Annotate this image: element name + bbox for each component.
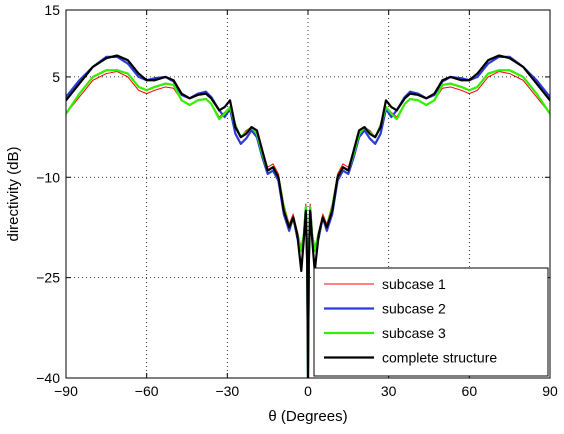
x-tick-label: −90 xyxy=(54,383,78,399)
x-tick-label: 0 xyxy=(304,383,312,399)
grid xyxy=(66,10,550,378)
series-line-complete-structure xyxy=(66,54,550,378)
x-tick-label: 30 xyxy=(381,383,397,399)
legend-label: subcase 3 xyxy=(382,325,446,341)
y-tick-label: −10 xyxy=(36,169,60,185)
y-tick-label: −25 xyxy=(36,270,60,286)
x-tick-label: 60 xyxy=(462,383,478,399)
y-axis-title: directivity (dB) xyxy=(5,146,22,241)
legend-label: subcase 2 xyxy=(382,301,446,317)
series-line-subcase-3 xyxy=(66,69,550,378)
legend-label: subcase 1 xyxy=(382,276,446,292)
y-tick-label: 5 xyxy=(52,69,60,85)
x-tick-label: −30 xyxy=(215,383,239,399)
axis-ticks: −90 −60 −30 0 30 60 90 −40 −25 −10 5 15 xyxy=(36,2,558,399)
y-tick-label: −40 xyxy=(36,370,60,386)
legend: subcase 1 subcase 2 subcase 3 complete stru… xyxy=(313,267,549,377)
legend-label: complete structure xyxy=(382,350,497,366)
x-tick-label: −60 xyxy=(135,383,159,399)
x-axis-title: θ (Degrees) xyxy=(268,408,347,425)
series-layer xyxy=(66,54,550,378)
x-tick-label: 90 xyxy=(542,383,558,399)
y-tick-label: 15 xyxy=(44,2,60,18)
